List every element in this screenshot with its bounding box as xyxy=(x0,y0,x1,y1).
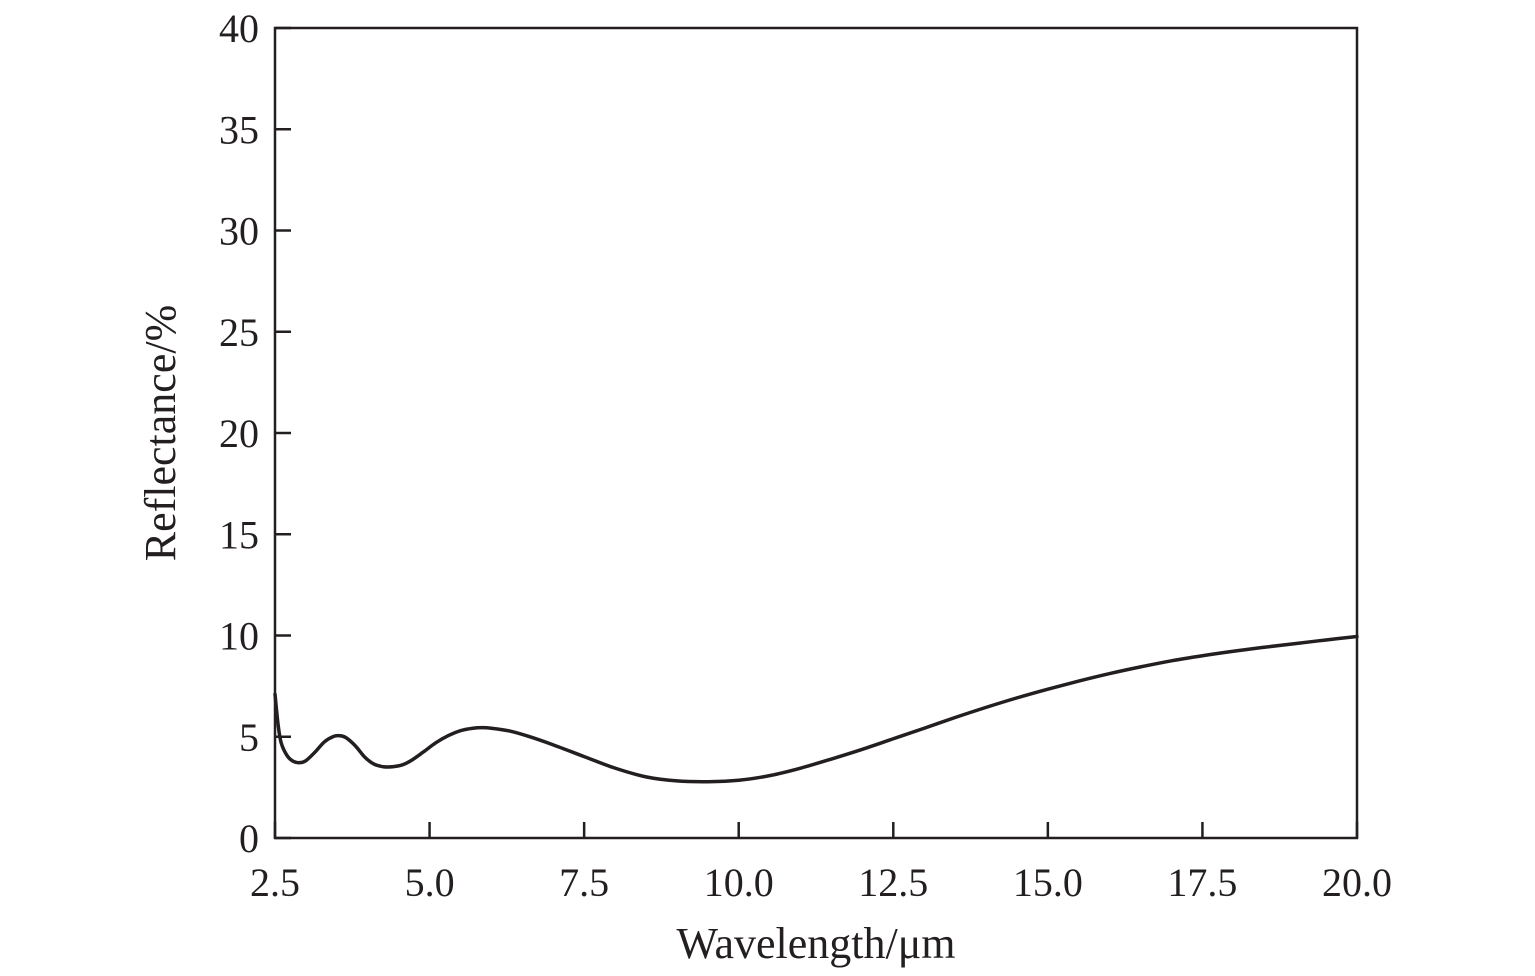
axes xyxy=(273,26,1359,840)
x-axis-title: Wavelength/μm xyxy=(676,919,955,968)
x-tick-label: 7.5 xyxy=(559,860,609,905)
series-line xyxy=(273,634,1359,784)
y-tick-label: 20 xyxy=(219,411,259,456)
x-tick-label: 12.5 xyxy=(858,860,928,905)
x-tick-label: 15.0 xyxy=(1013,860,1083,905)
y-tick-label: 25 xyxy=(219,310,259,355)
x-tick-label: 2.5 xyxy=(250,860,300,905)
y-tick-label: 0 xyxy=(239,816,259,861)
y-tick-label: 5 xyxy=(239,715,259,760)
y-tick-label: 40 xyxy=(219,6,259,51)
y-axis-title: Reflectance/% xyxy=(136,305,185,562)
labels-group: Wavelength/μm Reflectance/% 2.5 5.0 7.5 10.… xyxy=(136,6,1392,968)
y-tick-label: 30 xyxy=(219,209,259,254)
series-group xyxy=(273,634,1359,784)
x-tick-label: 10.0 xyxy=(704,860,774,905)
y-tick-label: 15 xyxy=(219,512,259,557)
y-tick-label: 10 xyxy=(219,614,259,659)
x-tick-label: 5.0 xyxy=(405,860,455,905)
y-tick-label: 35 xyxy=(219,107,259,152)
x-tick-label: 20.0 xyxy=(1322,860,1392,905)
plot-frame xyxy=(273,26,1359,840)
x-tick-label: 17.5 xyxy=(1167,860,1237,905)
